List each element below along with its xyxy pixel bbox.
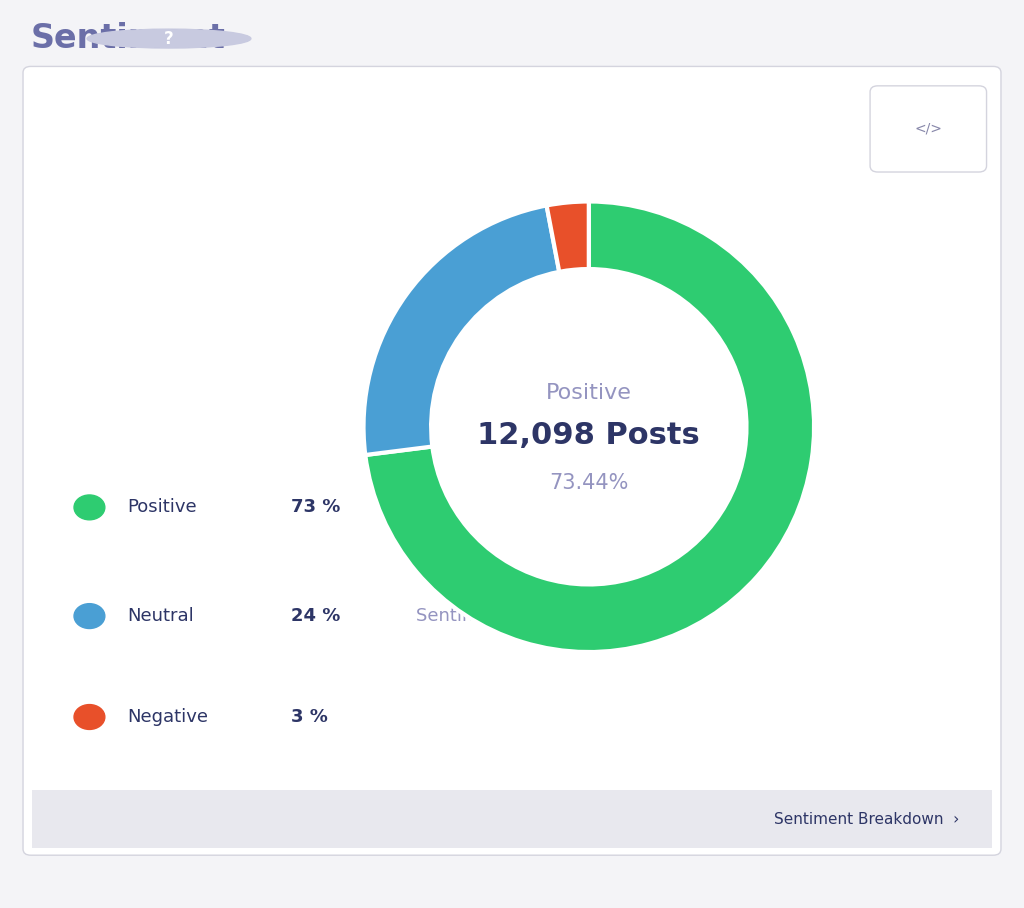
Text: Sentiment Breakdown  ›: Sentiment Breakdown ›	[774, 813, 959, 827]
Text: Positive: Positive	[127, 498, 197, 517]
Wedge shape	[366, 202, 814, 652]
Wedge shape	[364, 205, 559, 455]
Text: 3 %: 3 %	[291, 708, 328, 726]
Text: 73 %: 73 %	[291, 498, 340, 517]
Text: ?: ?	[164, 30, 174, 47]
Text: Positive: Positive	[546, 383, 632, 403]
Bar	[32, 790, 992, 848]
Wedge shape	[547, 202, 589, 271]
Circle shape	[87, 29, 251, 48]
FancyBboxPatch shape	[870, 86, 986, 172]
Circle shape	[74, 705, 104, 729]
Text: Neutral: Neutral	[127, 607, 194, 625]
Circle shape	[74, 495, 104, 519]
Text: Sentiment Score: Sentiment Score	[416, 607, 565, 625]
Text: 24 %: 24 %	[291, 607, 340, 625]
Text: Negative: Negative	[127, 708, 208, 726]
Text: Sentiment: Sentiment	[31, 22, 225, 55]
Circle shape	[74, 604, 104, 628]
Text: 12,098 Posts: 12,098 Posts	[477, 421, 700, 450]
Text: 96.32: 96.32	[637, 607, 698, 626]
Text: </>: </>	[914, 122, 942, 136]
Text: 73.44%: 73.44%	[549, 473, 629, 493]
FancyBboxPatch shape	[23, 66, 1001, 855]
